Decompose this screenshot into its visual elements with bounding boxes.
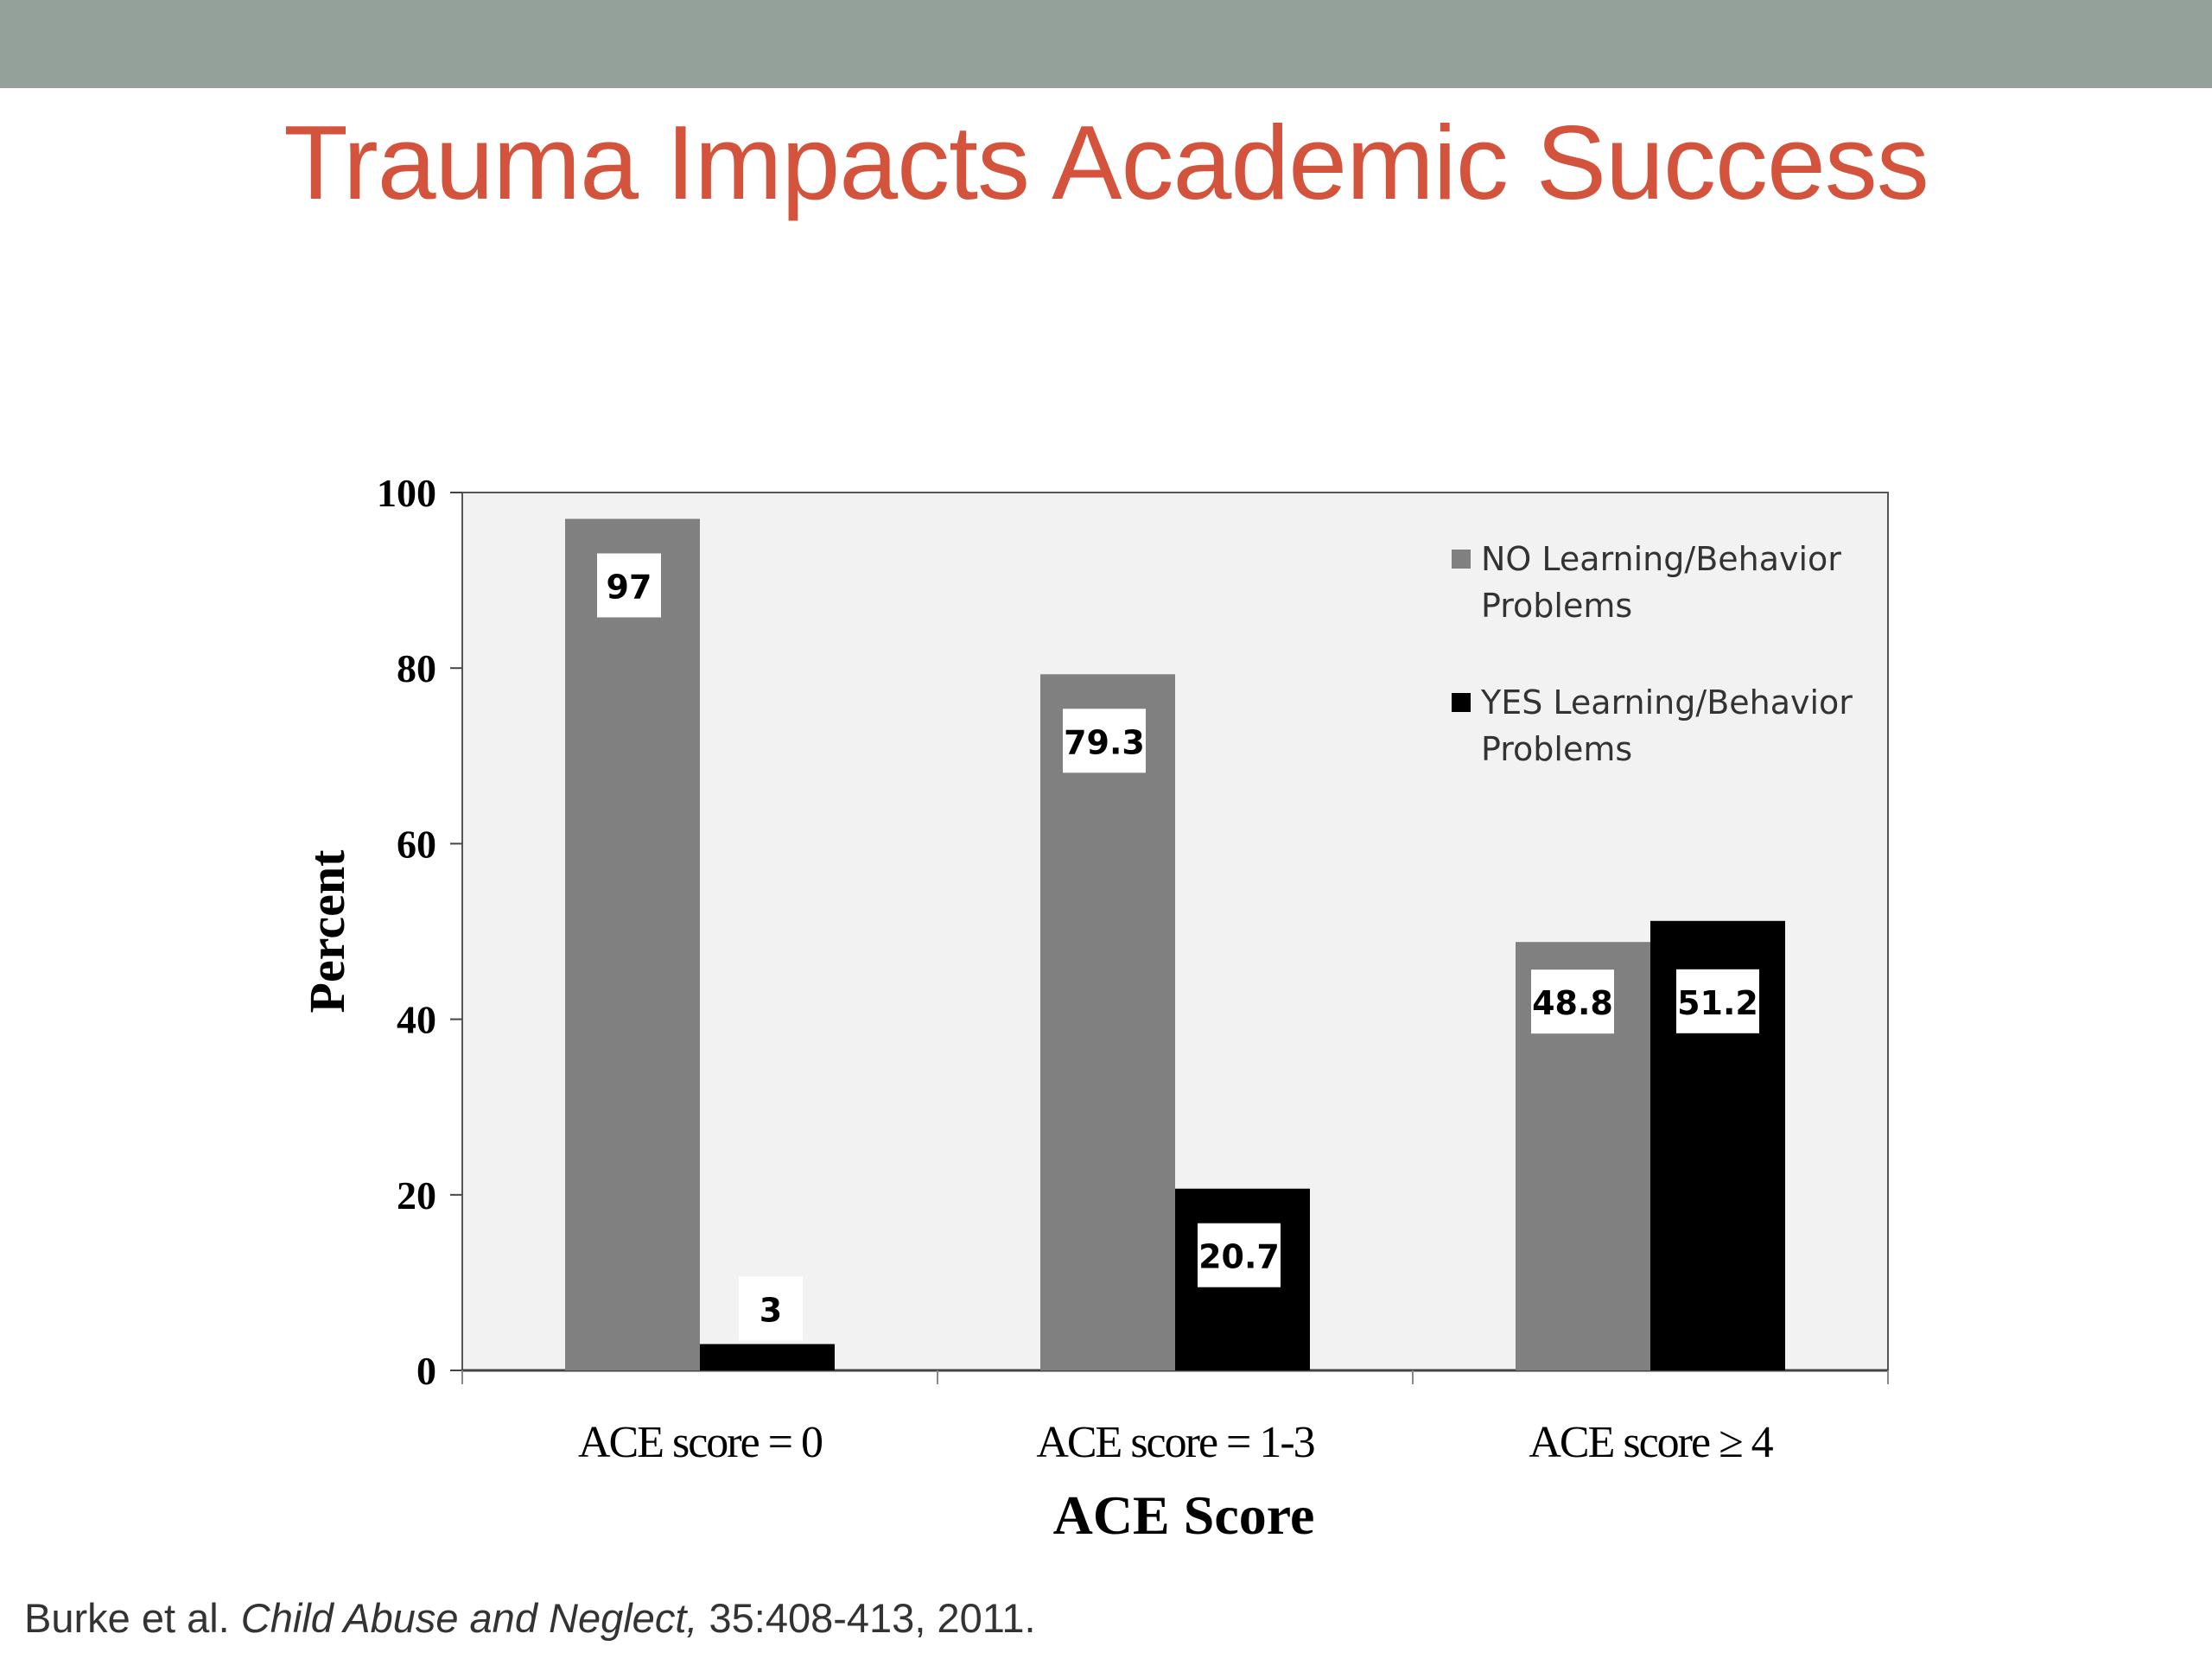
legend-swatch (1452, 693, 1471, 712)
citation-authors: Burke et al. (24, 1595, 230, 1641)
x-tick-label: ACE score ≥ 4 (1529, 1418, 1773, 1467)
y-tick-label: 100 (377, 471, 436, 515)
bar (565, 518, 700, 1370)
y-tick-label: 60 (397, 822, 436, 866)
y-axis-title: Percent (299, 849, 355, 1014)
y-tick-label: 20 (397, 1173, 436, 1217)
data-label-box (1531, 969, 1614, 1034)
citation-journal: Child Abuse and Neglect, (240, 1595, 698, 1641)
data-label: 20.7 (1198, 1238, 1280, 1276)
data-label: 97 (607, 568, 652, 606)
bar (1040, 674, 1175, 1370)
data-label: 79.3 (1064, 723, 1145, 761)
data-label: 51.2 (1677, 984, 1758, 1022)
legend-label: NO Learning/Behavior Problems (1481, 540, 1841, 625)
x-axis-title: ACE Score (1053, 1484, 1315, 1546)
data-label: 3 (760, 1292, 782, 1330)
slide-title: Trauma Impacts Academic Success (283, 104, 1929, 221)
y-tick-label: 40 (397, 998, 436, 1042)
legend-swatch (1452, 550, 1471, 569)
data-label-box (739, 1276, 803, 1341)
top-band (0, 0, 2212, 88)
data-label: 48.8 (1532, 984, 1613, 1022)
y-tick-label: 80 (397, 646, 436, 690)
y-tick-label: 0 (416, 1349, 436, 1393)
data-label-box (597, 553, 661, 618)
x-tick-label: ACE score = 0 (578, 1418, 823, 1467)
x-tick-label: ACE score = 1-3 (1036, 1418, 1313, 1467)
data-label-box (1063, 709, 1146, 773)
data-label-box (1198, 1223, 1281, 1287)
citation: Burke et al. Child Abuse and Neglect, 35… (24, 1594, 1036, 1642)
data-label-box (1676, 969, 1759, 1033)
bar (700, 1344, 835, 1370)
citation-details: 35:408-413, 2011. (709, 1595, 1036, 1641)
legend-label: YES Learning/Behavior Problems (1480, 683, 1853, 768)
